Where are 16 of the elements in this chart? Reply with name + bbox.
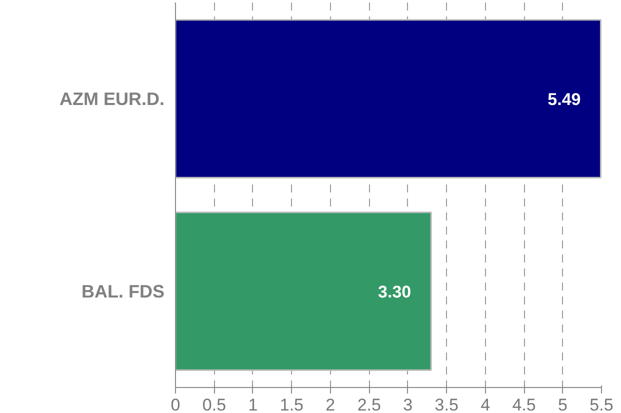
x-tick-label: 2: [326, 396, 336, 413]
x-tick-label: 3: [403, 396, 413, 413]
x-tick-label: 1.5: [280, 396, 304, 413]
y-tick-label: AZM EUR.D.: [60, 88, 165, 109]
x-tick-label: 4.5: [512, 396, 536, 413]
data-label: 5.49: [548, 90, 581, 109]
x-tick-label: 2.5: [357, 396, 381, 413]
x-tick-label: 4: [480, 396, 490, 413]
data-label: 3.30: [378, 282, 412, 302]
x-tick-label: 5: [558, 396, 568, 413]
x-tick-label: 3.5: [434, 396, 458, 413]
y-tick-label: BAL. FDS: [82, 281, 165, 302]
x-tick-label: 5.5: [590, 396, 614, 413]
x-tick-label: 0.5: [202, 396, 226, 413]
x-tick-label: 1: [248, 396, 258, 413]
x-tick-label: 0: [170, 396, 180, 413]
